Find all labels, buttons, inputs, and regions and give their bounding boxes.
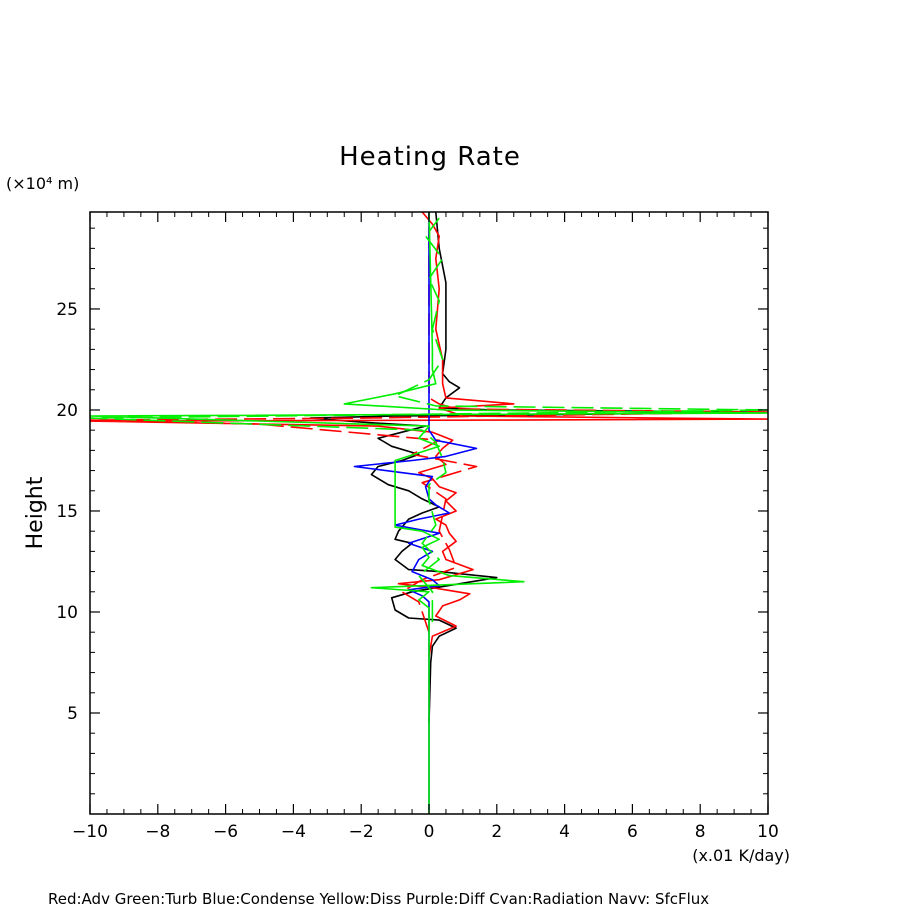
series-line-blue-3 bbox=[353, 212, 478, 810]
x-tick-label: −6 bbox=[213, 822, 238, 842]
x-tick-label: −8 bbox=[145, 822, 170, 842]
legend-line: Red:Adv Green:Turb Blue:Condense Yellow:… bbox=[48, 890, 709, 904]
x-tick-label: 8 bbox=[695, 822, 706, 842]
x-axis-unit: (x.01 K/day) bbox=[692, 846, 790, 865]
y-tick-label: 10 bbox=[56, 603, 78, 623]
x-tick-label: −10 bbox=[72, 822, 108, 842]
x-tick-label: −2 bbox=[349, 822, 374, 842]
x-tick-label: 4 bbox=[559, 822, 570, 842]
series-line-black-0 bbox=[309, 212, 752, 724]
y-tick-label: 5 bbox=[67, 704, 78, 724]
series-line-green-4 bbox=[90, 212, 768, 814]
tick-layer: −10 −8 −6 −4 −2 0 2 4 6 8 10 5 10 15 20 25 bbox=[56, 212, 779, 842]
x-tick-label: −4 bbox=[281, 822, 306, 842]
x-tick-label: 10 bbox=[757, 822, 779, 842]
y-axis-unit: (×10⁴ m) bbox=[6, 174, 79, 193]
y-axis-label: Height bbox=[23, 476, 48, 549]
y-tick-label: 15 bbox=[56, 502, 78, 522]
series-line-red-dashed-2 bbox=[90, 212, 768, 633]
y-tick-label: 25 bbox=[56, 300, 78, 320]
chart-title: Heating Rate bbox=[339, 142, 521, 172]
series-layer bbox=[90, 212, 768, 814]
x-tick-label: 2 bbox=[491, 822, 502, 842]
y-tick-label: 20 bbox=[56, 401, 78, 421]
series-line-green-dashed-5 bbox=[90, 217, 768, 623]
x-tick-label: 6 bbox=[627, 822, 638, 842]
plot-frame bbox=[89, 211, 769, 815]
x-tick-label: 0 bbox=[424, 822, 435, 842]
